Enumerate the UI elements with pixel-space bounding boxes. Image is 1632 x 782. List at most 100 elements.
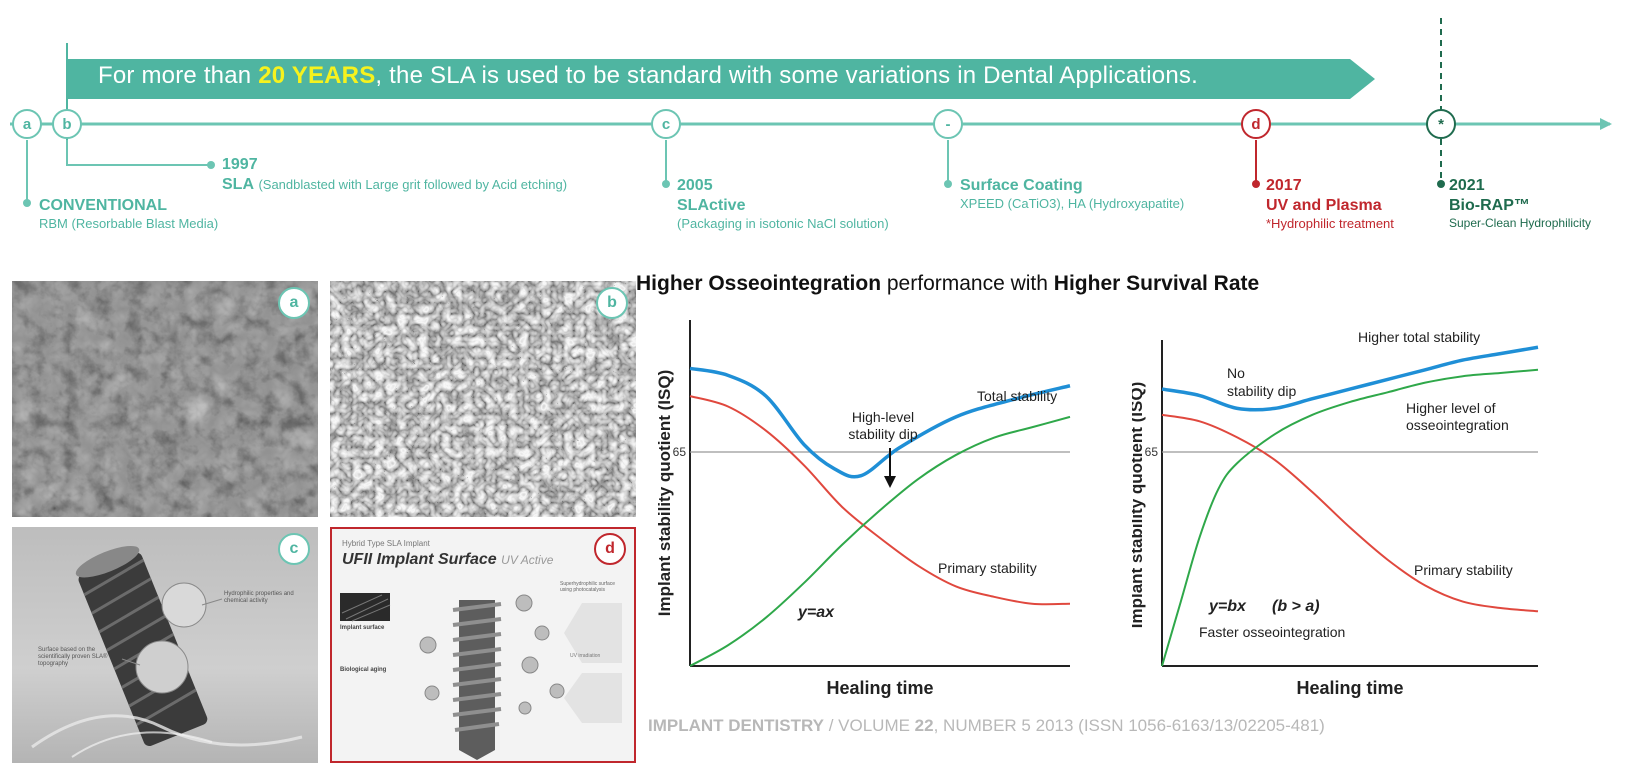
timeline-item-year: 1997 xyxy=(222,156,258,173)
annotation-5: Primary stability xyxy=(1414,562,1513,578)
timeline-item-desc: Super-Clean Hydrophilicity xyxy=(1449,216,1592,230)
citation-rest: , NUMBER 5 2013 (ISSN 1056-6163/13/02205… xyxy=(933,716,1325,735)
chart-standard-sla: 65 Healing time Implant stability quotient… xyxy=(655,320,1071,698)
annotation-8: Faster osseointegration xyxy=(1199,624,1345,640)
series-line-2 xyxy=(1161,368,1539,667)
citation-volume: 22 xyxy=(914,716,934,735)
timeline-item-desc: (Sandblasted with Large grit followed by… xyxy=(258,177,568,192)
dot-c xyxy=(662,180,670,188)
callout-hydrophilic: Hydrophilic properties and chemical acti… xyxy=(224,591,294,605)
banner-highlight: 20 YEARS xyxy=(258,62,376,89)
citation-journal: IMPLANT DENTISTRY xyxy=(648,716,824,735)
x-axis-label: Healing time xyxy=(826,678,933,698)
implant-render-graphic xyxy=(31,545,303,758)
annotation-4: osseointegration xyxy=(1406,417,1509,433)
timeline-item-desc: XPEED (CaTiO3), HA (Hydroxyapatite) xyxy=(960,196,1185,211)
title-bold-1: Higher Osseointegration xyxy=(636,272,882,295)
connector-b xyxy=(66,140,211,166)
timeline-item-slactive: 2005 SLActive (Packaging in isotonic NaC… xyxy=(677,176,889,232)
annotation-2: Higher total stability xyxy=(1358,329,1480,345)
brochure-note-2: UV irradiation xyxy=(570,653,601,659)
timeline-item-name: SLA xyxy=(222,176,254,193)
sem-texture-b xyxy=(330,281,636,517)
timeline-item-year: 2021 xyxy=(1449,177,1485,194)
timeline-item-sla: 1997 SLA (Sandblasted with Large grit fo… xyxy=(222,155,567,195)
dot-coating xyxy=(944,180,952,188)
banner-arrow xyxy=(67,59,1375,99)
sem-texture-a xyxy=(12,281,318,517)
performance-title: Higher Osseointegration performance with… xyxy=(636,272,1259,296)
photo-badge-a: a xyxy=(278,287,310,319)
timeline-graphic xyxy=(10,18,1612,207)
photo-badge-c: c xyxy=(278,533,310,565)
brochure-kicker: Hybrid Type SLA Implant xyxy=(342,539,430,548)
timeline-item-name: Bio-RAP™ xyxy=(1449,197,1530,214)
title-mid: performance with xyxy=(881,272,1054,295)
timeline-item-desc: *Hydrophilic treatment xyxy=(1266,216,1394,231)
series-line-0 xyxy=(689,366,1071,479)
annotation-1: stability dip xyxy=(848,426,917,442)
timeline-item-name: CONVENTIONAL xyxy=(39,197,167,214)
ufii-brochure: Hybrid Type SLA Implant UFII Implant Sur… xyxy=(330,527,636,763)
timeline-node-c: c xyxy=(651,109,681,139)
sem-image-sla: b xyxy=(330,281,636,517)
timeline-item-desc: (Packaging in isotonic NaCl solution) xyxy=(677,216,889,231)
annotation-1: stability dip xyxy=(1227,383,1296,399)
series-line-1 xyxy=(689,395,1071,606)
x-axis-label: Healing time xyxy=(1296,678,1403,698)
annotation-2: Total stability xyxy=(977,388,1057,404)
implant-render-slactive: Hydrophilic properties and chemical acti… xyxy=(12,527,318,763)
banner-pre: For more than xyxy=(98,62,259,89)
timeline-node-dash: - xyxy=(933,109,963,139)
dot-2021 xyxy=(1437,180,1445,188)
series-line-2 xyxy=(689,415,1071,667)
timeline-item-coating: Surface Coating XPEED (CaTiO3), HA (Hydr… xyxy=(960,176,1184,212)
citation-sep: / VOLUME xyxy=(823,716,915,735)
series-line-0 xyxy=(1161,345,1539,412)
chart-biorap: 65 Healing time Implant stability quotient… xyxy=(1132,329,1539,698)
timeline-item-conventional: CONVENTIONAL RBM (Resorbable Blast Media… xyxy=(39,196,218,232)
title-bold-2: Higher Survival Rate xyxy=(1053,272,1260,295)
timeline-node-d: d xyxy=(1241,109,1271,139)
photo-badge-d: d xyxy=(594,533,626,565)
dot-a xyxy=(23,199,31,207)
brochure-title: UFII Implant Surface xyxy=(342,551,497,568)
timeline-item-desc: RBM (Resorbable Blast Media) xyxy=(39,216,219,231)
dip-arrow-head xyxy=(884,476,896,488)
timeline-item-name: SLActive xyxy=(677,197,746,214)
annotation-4: y=ax xyxy=(797,604,835,621)
sem-image-rbm: a xyxy=(12,281,318,517)
reference-tick-label: 65 xyxy=(1145,445,1159,459)
y-axis-label: Implant stability quotient (ISQ) xyxy=(1132,382,1146,629)
timeline-item-year: 2017 xyxy=(1266,177,1302,194)
timeline-item-name: UV and Plasma xyxy=(1266,197,1382,214)
callout-surface: Surface based on the scientifically prov… xyxy=(38,647,108,668)
brochure-subtitle: UV Active xyxy=(501,553,554,567)
timeline-node-star: * xyxy=(1426,109,1456,139)
annotation-3: Higher level of xyxy=(1406,400,1496,416)
annotation-6: y=bx xyxy=(1208,598,1247,615)
annotation-7: (b > a) xyxy=(1272,598,1320,615)
timeline-node-a: a xyxy=(12,109,42,139)
timeline-item-name: Surface Coating xyxy=(960,177,1083,194)
timeline-arrowhead xyxy=(1600,118,1612,130)
y-axis-label: Implant stability quotient (ISQ) xyxy=(655,370,674,617)
annotation-0: High-level xyxy=(852,409,914,425)
reference-tick-label: 65 xyxy=(673,445,687,459)
dot-b xyxy=(207,161,215,169)
brochure-graphic xyxy=(340,593,622,760)
banner-text: For more than 20 YEARS, the SLA is used … xyxy=(98,62,1198,90)
brochure-note-1: Superhydrophilic surface using photocata… xyxy=(560,581,616,593)
timeline-node-b: b xyxy=(52,109,82,139)
dot-d xyxy=(1252,180,1260,188)
annotation-0: No xyxy=(1227,365,1245,381)
brochure-side-head-2: Biological aging xyxy=(340,667,387,673)
timeline-item-year: 2005 xyxy=(677,177,713,194)
series-line-1 xyxy=(1161,413,1539,613)
brochure-side-head-1: Implant surface xyxy=(340,625,385,631)
timeline-item-uv: 2017 UV and Plasma *Hydrophilic treatmen… xyxy=(1266,176,1394,232)
timeline-item-biorap: 2021 Bio-RAP™ Super-Clean Hydrophilicity xyxy=(1449,176,1591,231)
photo-badge-b: b xyxy=(596,287,628,319)
citation: IMPLANT DENTISTRY / VOLUME 22, NUMBER 5 … xyxy=(648,716,1325,736)
brochure-title-row: UFII Implant Surface UV Active xyxy=(342,551,553,569)
